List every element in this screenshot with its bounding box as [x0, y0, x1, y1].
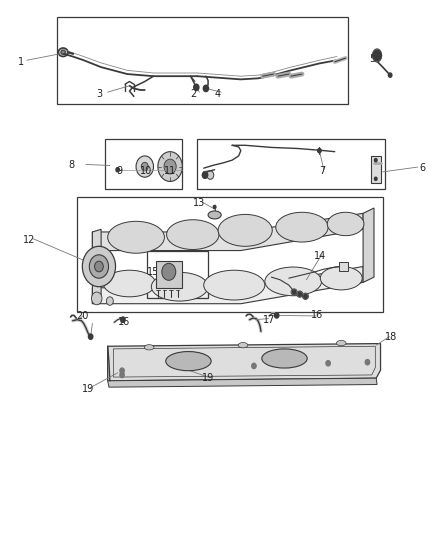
- Ellipse shape: [238, 343, 248, 348]
- Circle shape: [95, 261, 103, 272]
- Ellipse shape: [373, 49, 381, 62]
- Circle shape: [202, 172, 208, 178]
- Circle shape: [298, 292, 301, 296]
- Ellipse shape: [204, 270, 265, 300]
- Circle shape: [120, 372, 124, 377]
- Circle shape: [275, 313, 279, 318]
- Ellipse shape: [61, 50, 65, 54]
- Ellipse shape: [265, 267, 321, 296]
- Ellipse shape: [320, 266, 362, 290]
- Polygon shape: [363, 208, 374, 282]
- Text: 10: 10: [141, 166, 153, 176]
- Ellipse shape: [151, 272, 208, 301]
- Circle shape: [374, 177, 377, 180]
- Bar: [371, 157, 381, 183]
- Circle shape: [106, 297, 113, 305]
- Circle shape: [158, 152, 182, 181]
- Circle shape: [203, 85, 208, 92]
- Text: 1: 1: [18, 57, 24, 67]
- Text: 6: 6: [420, 163, 426, 173]
- Bar: [155, 261, 182, 288]
- Circle shape: [162, 263, 176, 280]
- Text: 7: 7: [319, 166, 326, 176]
- Ellipse shape: [166, 352, 211, 370]
- Ellipse shape: [108, 221, 164, 253]
- Bar: [57, 17, 348, 104]
- Circle shape: [202, 172, 208, 178]
- Ellipse shape: [145, 345, 154, 350]
- Circle shape: [136, 156, 153, 177]
- Ellipse shape: [336, 341, 346, 346]
- Circle shape: [373, 50, 381, 61]
- Circle shape: [389, 73, 392, 77]
- Text: 16: 16: [311, 310, 323, 320]
- Text: 9: 9: [117, 166, 123, 176]
- Text: 11: 11: [164, 166, 176, 176]
- Circle shape: [304, 294, 307, 298]
- Ellipse shape: [208, 211, 221, 219]
- Circle shape: [141, 163, 148, 171]
- Ellipse shape: [297, 291, 303, 297]
- Circle shape: [326, 361, 330, 366]
- Ellipse shape: [166, 220, 219, 249]
- Circle shape: [318, 149, 321, 153]
- Circle shape: [194, 84, 199, 91]
- Circle shape: [365, 360, 370, 365]
- Text: 19: 19: [81, 384, 94, 394]
- Circle shape: [82, 246, 116, 287]
- Circle shape: [92, 292, 102, 305]
- Circle shape: [373, 50, 381, 61]
- Bar: [77, 197, 383, 312]
- Ellipse shape: [291, 289, 297, 295]
- Circle shape: [89, 255, 109, 278]
- Ellipse shape: [218, 214, 272, 246]
- Circle shape: [213, 205, 216, 208]
- Circle shape: [252, 364, 256, 368]
- Text: 13: 13: [193, 198, 205, 208]
- Bar: [106, 139, 182, 189]
- Text: 19: 19: [201, 373, 214, 383]
- Text: 15: 15: [147, 267, 159, 277]
- Polygon shape: [108, 378, 377, 387]
- Text: 2: 2: [191, 88, 197, 99]
- Polygon shape: [92, 229, 101, 304]
- Text: 14: 14: [314, 251, 326, 261]
- Bar: [197, 139, 385, 189]
- Ellipse shape: [58, 48, 68, 56]
- Bar: [339, 262, 348, 271]
- Circle shape: [164, 159, 176, 174]
- Text: 17: 17: [263, 314, 275, 325]
- Ellipse shape: [302, 293, 308, 300]
- Text: 3: 3: [97, 88, 103, 99]
- Circle shape: [292, 290, 296, 294]
- Polygon shape: [92, 213, 363, 251]
- Ellipse shape: [375, 52, 379, 59]
- Ellipse shape: [103, 270, 155, 297]
- Text: 12: 12: [23, 235, 36, 245]
- Text: 18: 18: [385, 332, 397, 342]
- Ellipse shape: [262, 349, 307, 368]
- Circle shape: [374, 159, 377, 162]
- Polygon shape: [108, 344, 381, 381]
- Text: 5: 5: [370, 54, 376, 64]
- Text: 8: 8: [68, 160, 74, 171]
- Text: 20: 20: [76, 311, 88, 321]
- Polygon shape: [92, 266, 363, 304]
- Circle shape: [120, 368, 124, 373]
- Ellipse shape: [276, 212, 328, 242]
- Circle shape: [207, 171, 214, 179]
- Bar: [147, 251, 208, 298]
- Text: 4: 4: [215, 88, 221, 99]
- Ellipse shape: [327, 212, 364, 236]
- Text: 16: 16: [118, 317, 130, 327]
- Circle shape: [88, 334, 93, 340]
- Circle shape: [116, 167, 120, 172]
- Circle shape: [121, 317, 125, 322]
